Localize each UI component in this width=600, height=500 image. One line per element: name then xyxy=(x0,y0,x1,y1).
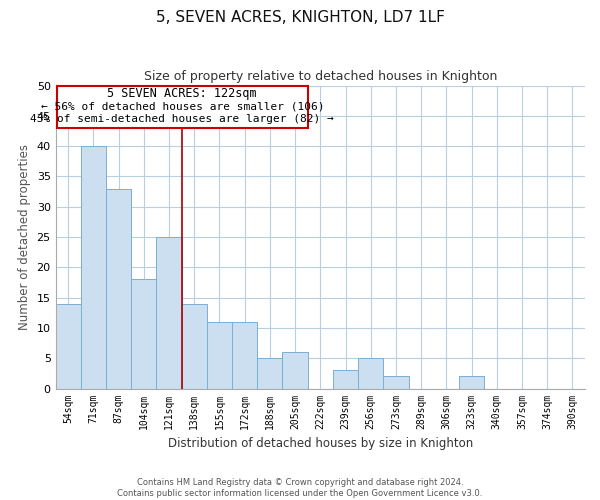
Bar xyxy=(207,322,232,388)
FancyBboxPatch shape xyxy=(57,86,308,128)
Bar xyxy=(383,376,409,388)
Bar xyxy=(358,358,383,388)
Bar xyxy=(157,237,182,388)
Text: Contains HM Land Registry data © Crown copyright and database right 2024.
Contai: Contains HM Land Registry data © Crown c… xyxy=(118,478,482,498)
Text: 43% of semi-detached houses are larger (82) →: 43% of semi-detached houses are larger (… xyxy=(31,114,334,124)
Bar xyxy=(232,322,257,388)
Bar xyxy=(131,280,157,388)
Title: Size of property relative to detached houses in Knighton: Size of property relative to detached ho… xyxy=(143,70,497,83)
Bar xyxy=(333,370,358,388)
Y-axis label: Number of detached properties: Number of detached properties xyxy=(18,144,31,330)
Bar xyxy=(182,304,207,388)
Bar xyxy=(106,188,131,388)
Bar xyxy=(459,376,484,388)
Text: 5, SEVEN ACRES, KNIGHTON, LD7 1LF: 5, SEVEN ACRES, KNIGHTON, LD7 1LF xyxy=(155,10,445,25)
Bar xyxy=(56,304,81,388)
Text: 5 SEVEN ACRES: 122sqm: 5 SEVEN ACRES: 122sqm xyxy=(107,87,257,100)
Text: ← 56% of detached houses are smaller (106): ← 56% of detached houses are smaller (10… xyxy=(41,101,324,111)
Bar xyxy=(81,146,106,388)
Bar xyxy=(257,358,283,388)
Bar xyxy=(283,352,308,389)
X-axis label: Distribution of detached houses by size in Knighton: Distribution of detached houses by size … xyxy=(167,437,473,450)
